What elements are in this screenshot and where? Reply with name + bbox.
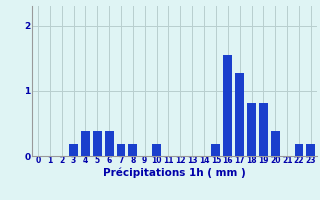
Bar (235, 73, 244, 156)
Bar (105, 131, 114, 156)
Bar (152, 144, 161, 156)
Bar (81, 131, 90, 156)
Bar (259, 103, 268, 156)
X-axis label: Précipitations 1h ( mm ): Précipitations 1h ( mm ) (103, 168, 246, 178)
Bar (247, 103, 256, 156)
Bar (294, 144, 303, 156)
Bar (128, 144, 137, 156)
Bar (223, 55, 232, 156)
Bar (271, 131, 280, 156)
Bar (307, 144, 315, 156)
Bar (212, 144, 220, 156)
Bar (93, 131, 102, 156)
Bar (69, 144, 78, 156)
Bar (116, 144, 125, 156)
